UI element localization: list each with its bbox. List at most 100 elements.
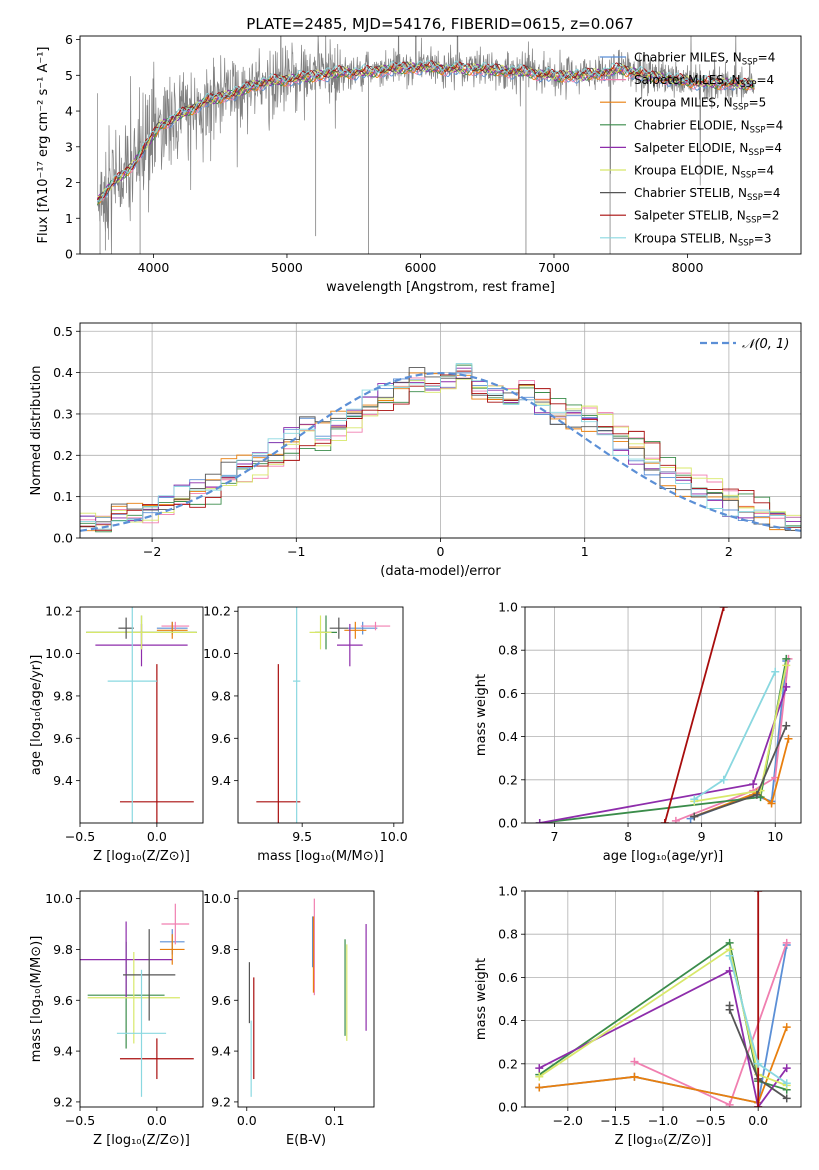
errorbar-salpeter-stelib [119, 664, 194, 823]
mass-weight-vs-age-panel: 7 8 9 10 0.0 0.2 0.4 0.6 0.8 1.0 age [log₁₀(age/yr… [474, 600, 802, 864]
series-salpeter-elodie [535, 682, 791, 823]
y-tick-label: 9.2 [53, 1094, 73, 1109]
y-tick-label: 10.0 [45, 646, 73, 661]
legend-subscript: SSP [733, 103, 749, 113]
series-salpeter-stelib [754, 891, 763, 1107]
legend-entry: Salpeter MILES, NSSP=4 [634, 73, 774, 90]
x-tick-label: −0.5 [65, 829, 95, 844]
series-line [538, 969, 788, 1107]
x-axis-label: E(B-V) [286, 1133, 326, 1148]
y-tick-label: 0.2 [53, 448, 73, 463]
x-tick-label: 7 [550, 829, 558, 844]
legend-subscript: SSP [742, 58, 758, 68]
legend-subscript: SSP [747, 193, 763, 203]
y-tick-label: 0.0 [53, 531, 73, 546]
legend-tail: =4 [764, 141, 782, 155]
y-tick-label: 9.6 [211, 993, 231, 1008]
series-marker [535, 1083, 544, 1092]
y-tick-label: 5 [65, 68, 73, 83]
y-tick-label: 10.0 [45, 891, 73, 906]
y-tick-label: 1 [65, 211, 73, 226]
y-tick-label: 10.0 [203, 891, 231, 906]
y-tick-label: 0.8 [498, 643, 518, 658]
series-line [693, 738, 790, 818]
y-tick-label: 0.2 [498, 772, 518, 787]
legend-subscript: SSP [748, 148, 764, 158]
legend-entry: Chabrier STELIB, NSSP=4 [634, 186, 781, 203]
series-salpeter-miles [630, 938, 791, 1107]
y-tick-label: 9.4 [211, 773, 231, 788]
x-tick-label: 2 [725, 544, 733, 559]
x-tick-label: 5000 [271, 260, 303, 275]
legend: 𝒩(0, 1) [700, 337, 789, 352]
legend-entry: Chabrier ELODIE, NSSP=4 [634, 118, 783, 135]
y-tick-label: 0.5 [53, 324, 73, 339]
age-vs-mass-panel: 9.5 10.0 9.4 9.6 9.8 10.0 10.2 mass [log₁₀(M/M⊙… [203, 604, 408, 864]
legend-tail: =2 [762, 209, 780, 223]
errorbar-salpeter-stelib [119, 1038, 194, 1080]
legend-tail: =4 [763, 186, 781, 200]
x-tick-label: 1 [581, 544, 589, 559]
y-tick-label: 0.1 [53, 489, 73, 504]
series-marker [754, 1059, 763, 1068]
y-tick-label: 4 [65, 104, 73, 119]
y-tick-label: 6 [65, 32, 73, 47]
series-marker [782, 661, 791, 670]
series-marker [725, 1100, 734, 1107]
x-tick-label: 10 [767, 829, 783, 844]
axes-frame [524, 606, 802, 824]
errorbar-kroupa-elodie [87, 951, 180, 1044]
series-line [663, 607, 725, 823]
y-axis-label: mass weight [474, 674, 489, 756]
x-tick-label: 0.1 [325, 1113, 345, 1128]
x-tick-label: 0.0 [147, 829, 167, 844]
legend-entry: 𝒩(0, 1) [742, 337, 789, 352]
mass-weight-vs-Z-panel: −2.0 −1.5 −1.0 −0.5 0.0 0.0 0.2 0.4 0.6 0.8 1.0 Z [… [474, 884, 802, 1148]
x-tick-label: 0.0 [147, 1113, 167, 1128]
series-marker [630, 1057, 639, 1066]
plot-area [256, 607, 391, 823]
series-marker [771, 667, 780, 676]
y-tick-label: 9.8 [211, 688, 231, 703]
model-spectrum-salpeter-stelib [97, 60, 755, 201]
y-tick-label: 9.8 [53, 688, 73, 703]
legend-tail: =5 [749, 96, 767, 110]
model-spectrum-kroupa-elodie [97, 61, 755, 197]
series-marker [782, 1094, 791, 1103]
x-tick-label: −1.0 [648, 1113, 678, 1128]
legend-entry: Chabrier MILES, NSSP=4 [634, 51, 775, 68]
y-tick-label: 9.6 [211, 731, 231, 746]
legend-entry: Salpeter ELODIE, NSSP=4 [634, 141, 782, 158]
x-axis-label: mass [log₁₀(M/M⊙)] [257, 849, 384, 864]
y-tick-label: 0.2 [498, 1056, 518, 1071]
legend: Chabrier MILES, NSSP=4 Salpeter MILES, NS… [600, 51, 783, 248]
errorbar-chabrier-stelib [123, 929, 176, 1021]
errorbar-kroupa-elodie [86, 615, 197, 650]
legend-entry: Kroupa STELIB, NSSP=3 [634, 231, 772, 248]
y-tick-label: 10.2 [45, 604, 73, 619]
y-tick-label: 0 [65, 247, 73, 262]
errorbar-chabrier-stelib [329, 617, 348, 639]
spectrum-panel: 4000 5000 6000 7000 8000 0 1 2 3 4 5 6 wavelength [A… [36, 32, 802, 295]
axes-frame [237, 890, 375, 1108]
normal-curve [80, 371, 801, 532]
axes-frame [79, 322, 802, 539]
series-marker [690, 812, 699, 821]
y-tick-label: 0.4 [53, 365, 73, 380]
errorbar-salpeter-miles [360, 621, 391, 631]
series-marker [754, 1103, 763, 1107]
x-tick-label: −0.5 [695, 1113, 725, 1128]
errorbar-chabrier-stelib [118, 617, 134, 639]
x-tick-label: 0.0 [237, 1113, 257, 1128]
legend-subscript: SSP [741, 80, 757, 90]
y-tick-label: 9.2 [211, 1094, 231, 1109]
mass-vs-Z-panel: −0.5 0.0 9.2 9.4 9.6 9.8 10.0 Z [log₁₀(Z/Z⊙)] ma… [29, 890, 204, 1148]
y-tick-label: 0.8 [498, 927, 518, 942]
figure-title: PLATE=2485, MJD=54176, FIBERID=0615, z=0… [246, 15, 633, 33]
y-tick-label: 9.4 [211, 1044, 231, 1059]
y-tick-label: 9.8 [53, 942, 73, 957]
errorbar-kroupa-stelib [107, 607, 157, 823]
errorbar-salpeter-miles [161, 621, 190, 631]
plot-area [80, 903, 194, 1097]
x-tick-label: 9 [698, 829, 706, 844]
